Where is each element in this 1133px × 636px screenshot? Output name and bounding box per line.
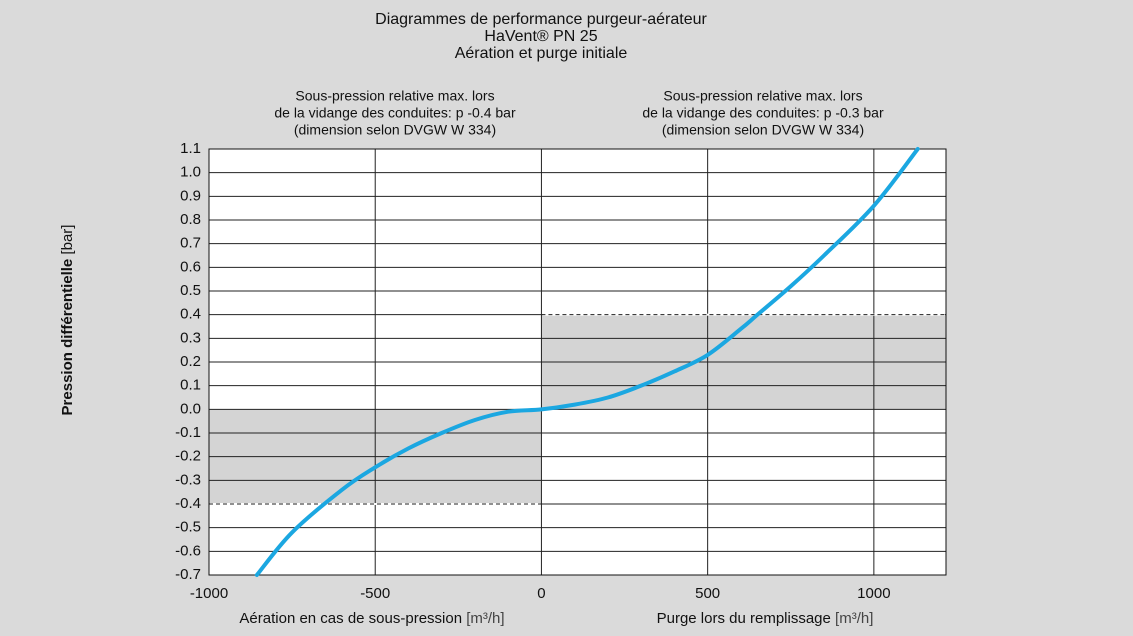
y-tick-label: 0.0 xyxy=(180,400,201,417)
region-edge-mask xyxy=(210,503,541,505)
region-edge-mask xyxy=(542,313,945,316)
y-axis-label-text: Pression différentielle xyxy=(59,259,76,416)
annotation: (dimension selon DVGW W 334) xyxy=(662,122,864,138)
annotation: Sous-pression relative max. lors xyxy=(663,88,862,104)
x-tick-label: -1000 xyxy=(190,585,228,602)
x-tick-label: 500 xyxy=(695,585,720,602)
chart-subtitle: Aération et purge initiale xyxy=(455,45,628,62)
y-tick-label: 0.9 xyxy=(180,187,201,204)
y-tick-label: -0.4 xyxy=(175,495,201,512)
y-tick-label: 1.1 xyxy=(180,140,201,157)
x-axis-label-text: Purge lors du remplissage xyxy=(657,610,831,627)
x-tick-label: 1000 xyxy=(857,585,890,602)
x-axis-label-unit: [m³/h] xyxy=(835,610,873,627)
y-tick-label: 0.8 xyxy=(180,211,201,228)
y-tick-label: 0.3 xyxy=(180,329,201,346)
plot-border xyxy=(208,148,947,576)
y-tick-label: 0.6 xyxy=(180,258,201,275)
y-axis-label: Pression différentielle [bar] xyxy=(59,225,76,416)
y-tick-label: 0.4 xyxy=(180,306,201,323)
x-tick-label: 0 xyxy=(537,585,545,602)
chart-title: Diagrammes de performance purgeur-aérate… xyxy=(375,11,707,28)
annotation: de la vidange des conduites: p -0.4 bar xyxy=(274,105,516,121)
x-axis-label-text: Aération en cas de sous-pression xyxy=(239,610,462,627)
y-tick-label: 0.5 xyxy=(180,282,201,299)
annotation: (dimension selon DVGW W 334) xyxy=(294,122,496,138)
y-tick-label: 0.7 xyxy=(180,235,201,252)
x-axis-label-unit: [m³/h] xyxy=(466,610,504,627)
y-tick-label: -0.2 xyxy=(175,448,201,465)
chart-subtitle: HaVent® PN 25 xyxy=(484,28,597,45)
y-tick-label: -0.1 xyxy=(175,424,201,441)
x-axis-label: Purge lors du remplissage [m³/h] xyxy=(657,610,874,627)
y-tick-label: 0.1 xyxy=(180,377,201,394)
y-tick-label: -0.6 xyxy=(175,542,201,559)
y-axis-label-unit: [bar] xyxy=(59,225,76,255)
y-tick-label: -0.3 xyxy=(175,471,201,488)
x-tick-label: -500 xyxy=(360,585,390,602)
y-tick-label: 0.2 xyxy=(180,353,201,370)
y-tick-label: 1.0 xyxy=(180,164,201,181)
x-axis-label: Aération en cas de sous-pression [m³/h] xyxy=(239,610,504,627)
y-tick-label: -0.7 xyxy=(175,566,201,583)
curve xyxy=(254,147,920,577)
annotation: de la vidange des conduites: p -0.3 bar xyxy=(642,105,884,121)
y-tick-label: -0.5 xyxy=(175,519,201,536)
annotation: Sous-pression relative max. lors xyxy=(295,88,494,104)
